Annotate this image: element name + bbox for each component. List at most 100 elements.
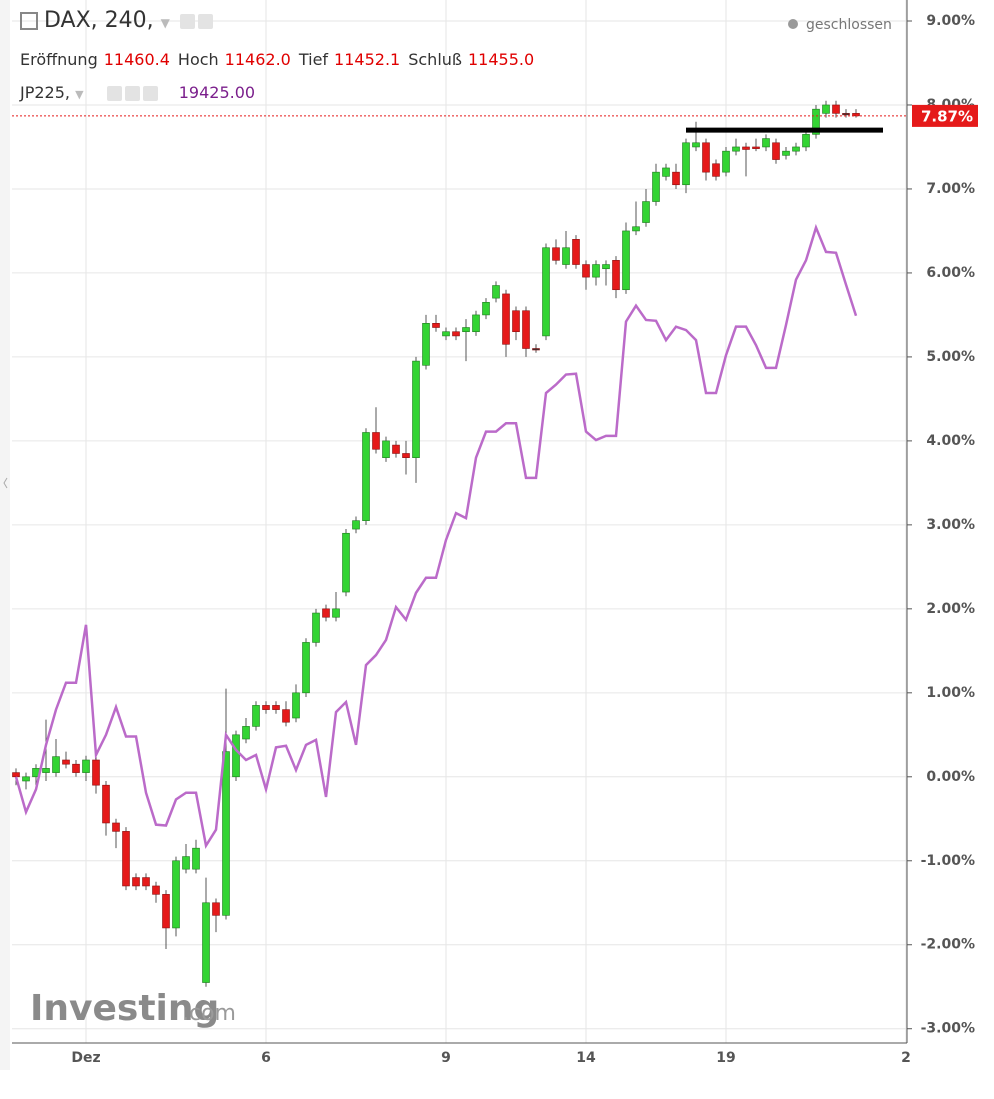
candle-body (122, 831, 130, 887)
candle-body (192, 847, 200, 870)
candle-body (392, 444, 400, 454)
candle-body (752, 146, 760, 149)
candle-body (512, 310, 520, 333)
x-tick-label: 2 (901, 1050, 911, 1066)
candle-body (52, 756, 60, 773)
candle-body (272, 705, 280, 710)
candle-body (212, 902, 220, 916)
x-tick-label: 6 (261, 1050, 271, 1066)
symbol-row: DAX, 240, ▼ (20, 8, 213, 33)
candle-body (762, 138, 770, 148)
side-panel (0, 0, 10, 1070)
field-label: Tief (298, 50, 329, 69)
candle-body (452, 331, 460, 337)
field-label: Schluß (408, 50, 462, 69)
candle-body (252, 705, 260, 727)
y-tick-label: 1.00% (926, 685, 975, 701)
watermark-suffix: .com (182, 1001, 236, 1026)
candle-body (112, 822, 120, 832)
candle-body (672, 171, 680, 186)
compare-symbol: JP225, (20, 83, 70, 102)
y-tick-label: 0.00% (926, 769, 975, 785)
last-price-label: 7.87% (921, 107, 973, 125)
x-tick-label: 14 (576, 1050, 596, 1066)
candle-body (292, 692, 300, 719)
y-tick-label: -2.00% (921, 937, 975, 953)
candle-body (182, 856, 190, 870)
candle-body (12, 772, 20, 778)
candle-body (342, 532, 350, 593)
candle-body (832, 104, 840, 114)
line-series (14, 223, 858, 850)
candle-body (202, 902, 210, 983)
compare-value: 19425.00 (178, 83, 256, 102)
candle-body (62, 759, 70, 765)
candle-body (842, 113, 850, 116)
candle-body (632, 226, 640, 232)
x-tick-label: Dez (71, 1050, 100, 1066)
dropdown[interactable]: ▼ (75, 88, 84, 101)
y-tick-label: 3.00% (926, 517, 975, 533)
candle-body (582, 264, 590, 278)
candle-body (372, 432, 380, 450)
candle-body (742, 146, 750, 150)
candle-body (312, 612, 320, 643)
candle-body (482, 302, 490, 316)
candle-body (302, 642, 310, 694)
candle-body (42, 768, 50, 773)
candle-body (222, 751, 230, 916)
y-tick-label: 2.00% (926, 601, 975, 617)
collapse-icon[interactable] (20, 12, 38, 30)
x-tick-label: 19 (716, 1050, 735, 1066)
eye-icon[interactable] (179, 13, 195, 29)
close-icon[interactable] (142, 86, 158, 101)
candle-body (362, 432, 370, 521)
settings-icon[interactable] (124, 86, 140, 101)
x-tick-label: 9 (441, 1050, 451, 1066)
dropdown[interactable]: ▼ (160, 16, 170, 30)
candle-body (172, 860, 180, 929)
candle-body (692, 142, 700, 148)
candle-body (232, 734, 240, 778)
candle-body (612, 260, 620, 291)
y-tick-label: 5.00% (926, 349, 975, 365)
y-tick-label: 9.00% (926, 13, 975, 29)
candle-body (522, 310, 530, 349)
candle-body (492, 285, 500, 299)
status-dot (788, 19, 798, 29)
candle-body (352, 520, 360, 530)
field-label: Hoch (177, 50, 219, 69)
candle-body (282, 709, 290, 723)
candle-body (402, 453, 410, 458)
y-tick-label: -1.00% (921, 853, 975, 869)
candle-body (702, 142, 710, 173)
candle-body (432, 323, 440, 328)
candle-body (792, 146, 800, 152)
candle-body (572, 239, 580, 265)
candle-body (422, 323, 430, 366)
candle-body (382, 440, 390, 458)
candle-body (662, 167, 670, 177)
candle-body (532, 348, 540, 351)
side-arrow[interactable] (3, 477, 8, 489)
candle-body (132, 877, 140, 887)
candle-body (102, 784, 110, 824)
field-value: 11455.0 (467, 50, 535, 69)
candle-body (462, 327, 470, 333)
candle-body (652, 171, 660, 202)
candle-body (332, 608, 340, 618)
watermark-brand: Investing (30, 988, 219, 1029)
candle-body (542, 247, 550, 337)
candle-body (22, 776, 30, 782)
eye-icon[interactable] (106, 86, 122, 101)
candle-body (812, 108, 820, 135)
settings-icon[interactable] (197, 13, 213, 29)
candle-body (602, 264, 610, 270)
field-value: 11452.1 (334, 50, 401, 69)
candle-body (642, 201, 650, 223)
symbol: DAX, 240, (44, 8, 154, 33)
candle-body (502, 293, 510, 345)
candle-body (592, 264, 600, 278)
